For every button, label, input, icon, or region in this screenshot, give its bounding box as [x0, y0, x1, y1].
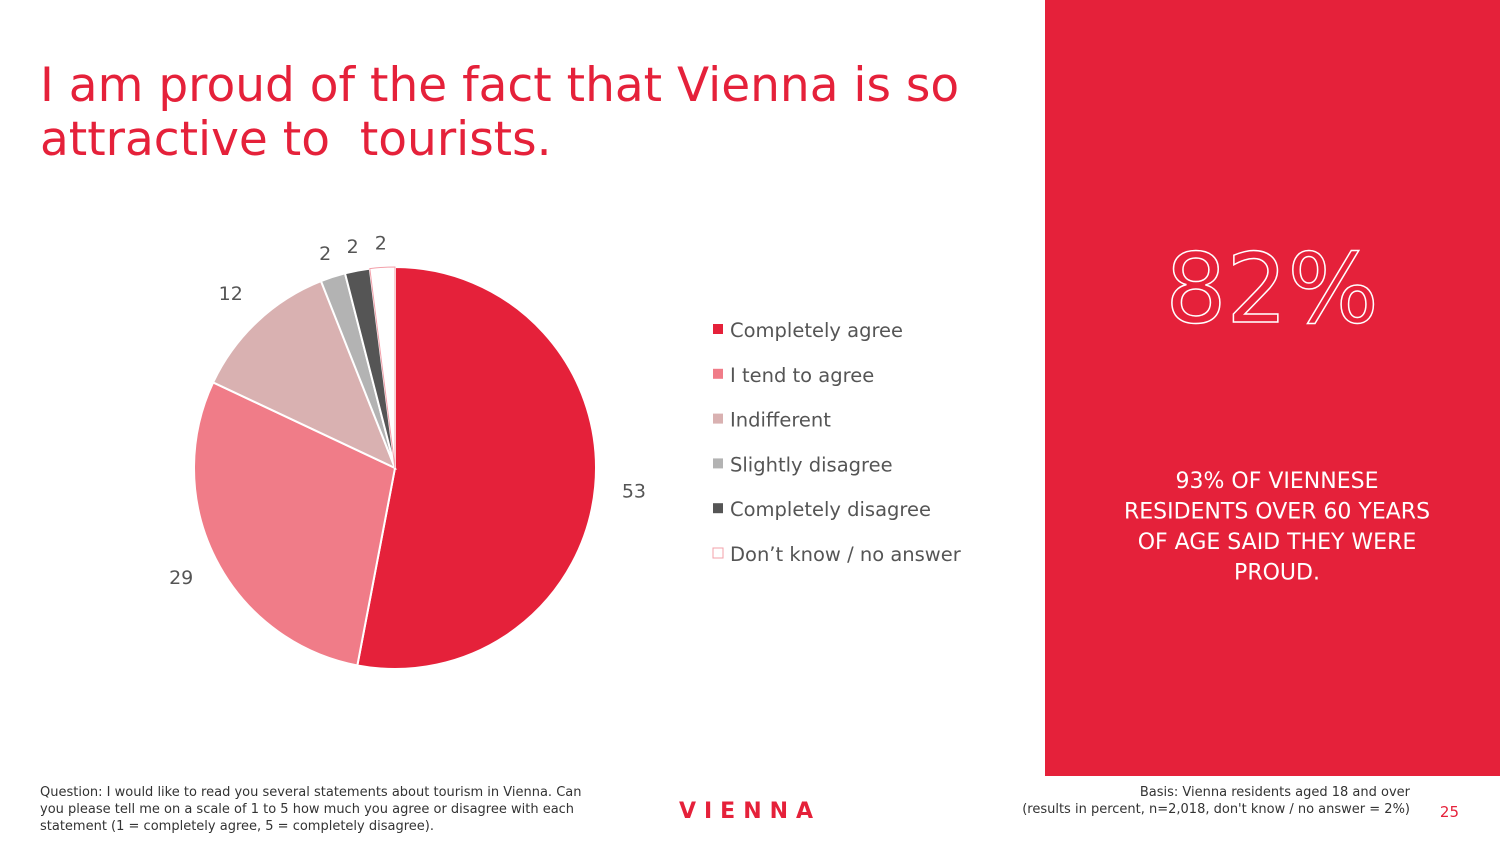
slide-title: I am proud of the fact that Vienna is so — [40, 58, 959, 113]
data-label: 2 — [319, 243, 331, 265]
slide-title: attractive to tourists. — [40, 112, 552, 167]
pie-slice — [356, 265, 597, 670]
legend-swatch — [712, 547, 724, 559]
legend-label: Indifferent — [730, 409, 831, 432]
footnote-basis: (results in percent, n=2,018, don't know… — [1022, 802, 1410, 817]
legend-swatch — [713, 458, 723, 469]
data-label: 12 — [219, 283, 243, 305]
callout-text: PROUD. — [1234, 561, 1320, 586]
callout-text: OF AGE SAID THEY WERE — [1138, 530, 1417, 555]
legend-label: Completely agree — [730, 319, 903, 342]
legend-swatch — [713, 368, 723, 379]
legend-label: I tend to agree — [730, 364, 874, 387]
pie-slice — [211, 279, 397, 470]
data-label: 2 — [347, 236, 359, 258]
legend-swatch — [713, 324, 723, 334]
logo: VIENNA — [679, 799, 821, 824]
legend-label: Completely disagree — [730, 498, 931, 521]
legend-swatch — [713, 413, 723, 424]
legend-label: Don’t know / no answer — [730, 543, 962, 566]
page-number: 25 — [1440, 803, 1459, 821]
data-label: 53 — [622, 481, 646, 503]
data-label: 2 — [375, 232, 387, 254]
footnote-question: you please tell me on a scale of 1 to 5 … — [40, 802, 574, 817]
footnote-basis: Basis: Vienna residents aged 18 and over — [1140, 785, 1411, 800]
legend-swatch — [713, 503, 723, 514]
callout-text: RESIDENTS OVER 60 YEARS — [1124, 500, 1430, 525]
callout-panel — [1045, 0, 1500, 776]
footnote-question: statement (1 = completely agree, 5 = com… — [40, 819, 434, 834]
data-label: 29 — [169, 567, 193, 589]
pie-slice — [369, 266, 396, 469]
footnote-question: Question: I would like to read you sever… — [40, 785, 581, 800]
pie-slice — [193, 381, 397, 667]
legend-label: Slightly disagree — [730, 453, 893, 476]
callout-text: 93% OF VIENNESE — [1176, 469, 1379, 494]
callout-number: 82% — [1165, 233, 1378, 345]
